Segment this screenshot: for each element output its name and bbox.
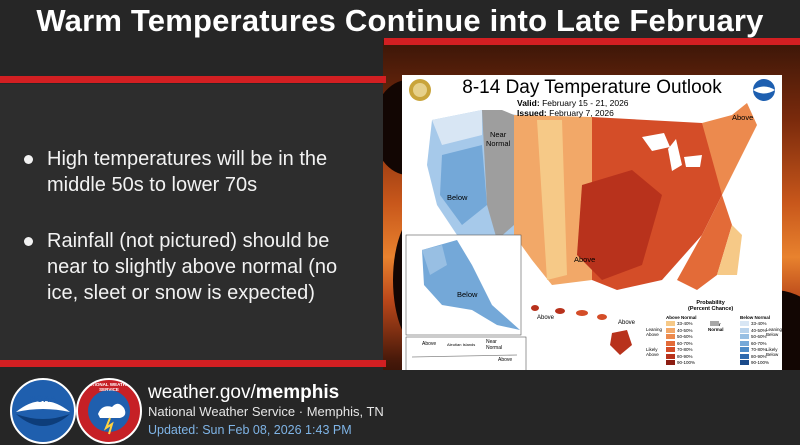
legend-leaning-above: Leaning Above — [646, 327, 663, 337]
legend-above-label: 60-70% — [677, 340, 693, 346]
temperature-outlook-map: 8-14 Day Temperature Outlook Valid: Febr… — [402, 75, 782, 375]
website-url[interactable]: weather.gov/memphis — [148, 382, 339, 404]
noaa-bird-icon — [16, 401, 70, 426]
text-panel — [0, 84, 383, 364]
legend-above-label: 33-40% — [677, 321, 693, 326]
probability-legend: Probability (Percent Chance) Above Norma… — [646, 300, 782, 375]
legend-above-label: 90-100% — [677, 360, 696, 365]
legend-below-header: Below Normal — [740, 315, 771, 320]
legend-likely-below: Likely Below — [766, 347, 779, 357]
legend-above-label: 50-60% — [677, 334, 693, 339]
legend-below-swatch — [740, 347, 749, 352]
legend-above-row: 40-50% — [666, 327, 693, 334]
legend-title: Probability (Percent Chance) — [688, 300, 734, 312]
legend-above-row: 50-60% — [666, 334, 693, 340]
office-name: National Weather Service · Memphis, TN — [148, 404, 384, 419]
legend-below-row: 33-40% — [740, 321, 767, 327]
aleutian-inset — [405, 336, 527, 373]
legend-above-swatch — [666, 353, 675, 359]
legend-near-normal-swatch — [710, 321, 719, 326]
legend-below-row: 90-100% — [740, 360, 769, 366]
label-above-northeast: Above — [732, 113, 754, 122]
url-bold: memphis — [255, 382, 340, 403]
legend-above-header: Above Normal — [666, 315, 697, 320]
noaa-logo: NOAA — [10, 378, 76, 444]
legend-below-row: 60-70% — [740, 340, 767, 347]
updated-timestamp: Updated: Sun Feb 08, 2026 1:43 PM — [148, 423, 352, 437]
legend-leaning-below: Leaning Below — [766, 327, 783, 337]
page-title: Warm Temperatures Continue into Late Feb… — [36, 3, 764, 38]
accent-bar-bottom-left — [0, 360, 386, 367]
legend-above-row: 90-100% — [666, 360, 695, 366]
legend-below-label: 40-50% — [751, 327, 767, 333]
label-above-south: Above — [574, 255, 596, 264]
accent-bar-top-left — [0, 76, 386, 83]
legend-below-label: 80-90% — [751, 353, 767, 359]
legend-above-swatch — [666, 340, 675, 346]
legend-below-swatch — [740, 353, 749, 359]
legend-below-swatch — [740, 327, 749, 333]
map-valid-dates: Valid: February 15 - 21, 2026 — [517, 98, 629, 108]
legend-above-row: 33-40% — [666, 321, 693, 327]
legend-above-label: 80-90% — [677, 353, 693, 359]
issued-value: February 7, 2026 — [549, 108, 614, 118]
legend-above-row: 80-90% — [666, 353, 693, 360]
legend-below-swatch — [740, 334, 749, 339]
legend-below-row: 80-90% — [740, 353, 767, 360]
valid-label: Valid: — [517, 98, 540, 108]
map-issued-date: Issued: February 7, 2026 — [517, 108, 614, 118]
legend-below-label: 33-40% — [751, 321, 767, 326]
label-above-hawaii-west: Above — [537, 315, 555, 321]
outlook-map-graphic — [405, 79, 775, 373]
legend-below-swatch — [740, 321, 749, 326]
legend-below-row: 50-60% — [740, 334, 767, 340]
noaa-logo-text: NOAA — [29, 394, 57, 404]
legend-below-label: 90-100% — [751, 360, 770, 365]
label-above-aleutian-west: Above — [422, 341, 437, 347]
bullet-rainfall: Rainfall (not pictured) should be near t… — [22, 228, 372, 306]
legend-below-row: 70-80% — [740, 347, 767, 353]
legend-below-label: 60-70% — [751, 340, 767, 346]
legend-above-swatch — [666, 347, 675, 352]
legend-above-row: 60-70% — [666, 340, 693, 347]
legend-above-label: 40-50% — [677, 327, 693, 333]
legend-above-swatch — [666, 327, 675, 333]
legend-below-row: 40-50% — [740, 327, 767, 334]
label-near-normal-aleutian: Near Normal — [486, 339, 503, 351]
legend-likely-above: Likely Above — [646, 347, 659, 357]
label-aleutian-islands: Aleutian Islands — [447, 342, 476, 347]
map-title: 8-14 Day Temperature Outlook — [462, 77, 722, 98]
label-below-alaska: Below — [457, 290, 478, 299]
nws-weather-icon — [98, 403, 126, 435]
accent-bar-top-right — [384, 38, 800, 45]
legend-below-label: 50-60% — [751, 334, 767, 339]
nws-logo: NATIONAL WEATHER SERVICE — [76, 378, 142, 444]
legend-above-swatch — [666, 360, 675, 365]
legend-above-swatch — [666, 321, 675, 326]
bullet-high-temperatures: High temperatures will be in the middle … — [22, 146, 372, 198]
url-plain: weather.gov/ — [148, 382, 256, 403]
label-above-aleutian-east: Above — [498, 357, 513, 363]
label-above-hawaii-east: Above — [618, 320, 636, 326]
legend-below-swatch — [740, 360, 749, 365]
issued-label: Issued: — [517, 108, 547, 118]
label-below-west: Below — [447, 193, 468, 202]
legend-below-swatch — [740, 340, 749, 346]
legend-below-label: 70-80% — [751, 347, 767, 352]
legend-above-label: 70-80% — [677, 347, 693, 352]
valid-value: February 15 - 21, 2026 — [542, 98, 629, 108]
label-near-normal: Near Normal — [486, 130, 511, 148]
nws-ring-text: NATIONAL WEATHER SERVICE — [85, 382, 133, 392]
bullet-list: High temperatures will be in the middle … — [22, 146, 372, 336]
legend-above-row: 70-80% — [666, 347, 693, 353]
legend-above-swatch — [666, 334, 675, 339]
